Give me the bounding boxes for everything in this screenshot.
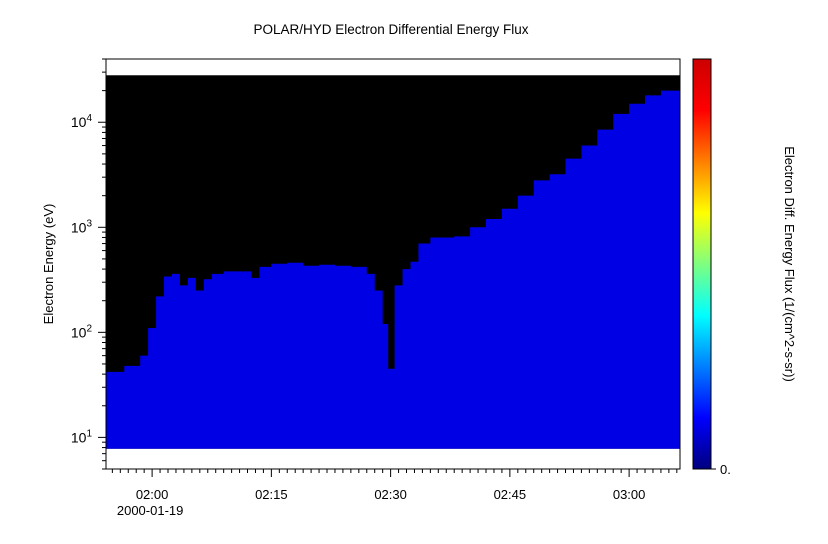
colorbar-label: Electron Diff. Energy Flux (1/(cm^2-s-sr… <box>782 146 797 382</box>
y-tick-label: 101 <box>71 428 93 445</box>
colorbar-gradient <box>692 58 712 470</box>
colorbar-tick-label: 0. <box>720 462 731 477</box>
y-axis-label: Electron Energy (eV) <box>41 204 56 325</box>
x-tick-label: 03:00 <box>613 487 646 502</box>
flux-region <box>106 86 680 449</box>
x-tick-label: 02:15 <box>255 487 288 502</box>
plot-area <box>105 58 681 470</box>
x-tick-label: 02:30 <box>374 487 407 502</box>
colorbar-ticks: 0.5×10710×10715×107 <box>711 462 731 477</box>
colorbar: 0.5×10710×10715×107 <box>692 58 731 477</box>
x-tick-label: 02:45 <box>494 487 527 502</box>
x-tick-label: 02:00 <box>136 487 169 502</box>
plot-frame <box>105 58 681 470</box>
y-tick-label: 103 <box>71 218 93 235</box>
y-tick-label: 102 <box>71 323 93 340</box>
flux-layer <box>106 86 680 449</box>
y-tick-label: 104 <box>71 113 93 130</box>
chart-title: POLAR/HYD Electron Differential Energy F… <box>253 22 528 37</box>
y-axis: 101 102 103 104 <box>71 58 106 470</box>
x-date-label: 2000-01-19 <box>117 503 184 518</box>
